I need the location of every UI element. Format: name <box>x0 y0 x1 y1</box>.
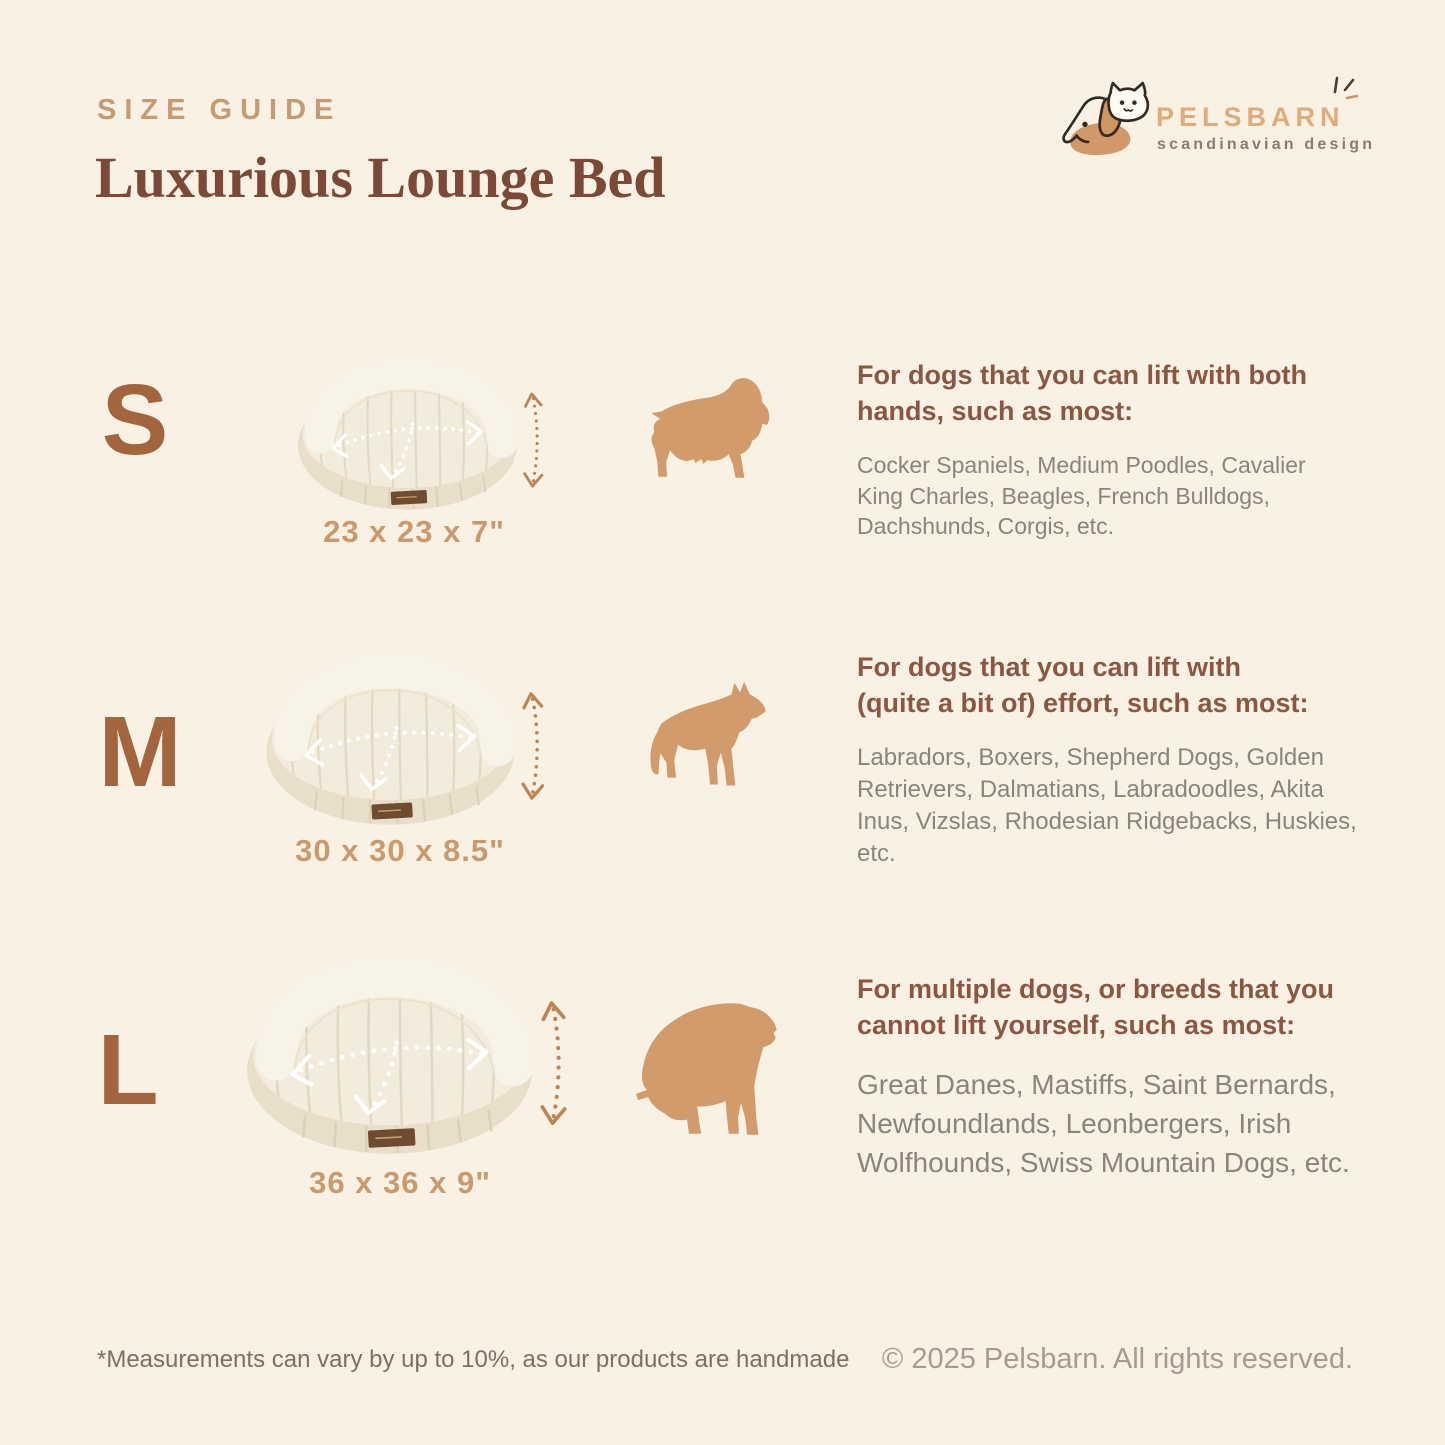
lounge-bed-illustration-large <box>242 946 578 1162</box>
german-shepherd-icon <box>650 681 766 786</box>
size-label-s: S <box>101 364 169 476</box>
size-m-breed-list: Labradors, Boxers, Shepherd Dogs, Golden… <box>857 744 1357 867</box>
size-label-m: M <box>98 696 182 808</box>
copyright-notice: © 2025 Pelsbarn. All rights reserved. <box>881 1343 1353 1375</box>
size-l-breed-list: Great Danes, Mastiffs, Saint Bernards, N… <box>857 1069 1350 1178</box>
size-m-heading: For dogs that you can lift with (quite a… <box>857 652 1309 718</box>
size-s-heading: For dogs that you can lift with both han… <box>857 360 1307 426</box>
size-s-breed-list: Cocker Spaniels, Medium Poodles, Cavalie… <box>857 452 1306 539</box>
lounge-bed-illustration-medium <box>262 644 554 832</box>
cocker-spaniel-icon <box>651 377 770 478</box>
size-s-description: For dogs that you can lift with both han… <box>857 358 1357 541</box>
size-l-heading: For multiple dogs, or breeds that you ca… <box>857 974 1335 1040</box>
size-label-l: L <box>97 1014 159 1126</box>
sparkle-icon <box>1333 76 1359 100</box>
sitting-large-dog-icon <box>636 1003 777 1135</box>
dimension-label-s: 23 x 23 x 7" <box>323 514 505 549</box>
dimension-label-m: 30 x 30 x 8.5" <box>295 833 505 868</box>
page-title: Luxurious Lounge Bed <box>95 145 666 210</box>
brand-tagline: scandinavian design <box>1157 136 1376 153</box>
kicker: SIZE GUIDE <box>97 94 342 126</box>
brand-name: PELSBARN <box>1156 102 1345 132</box>
measurement-disclaimer: *Measurements can vary by up to 10%, as … <box>97 1346 850 1373</box>
size-l-description: For multiple dogs, or breeds that you ca… <box>857 972 1377 1182</box>
lounge-bed-illustration-small <box>294 350 552 516</box>
dimension-label-l: 36 x 36 x 9" <box>309 1165 491 1200</box>
dog-and-cat-logo-icon <box>1062 81 1150 155</box>
size-m-description: For dogs that you can lift with (quite a… <box>857 650 1357 870</box>
